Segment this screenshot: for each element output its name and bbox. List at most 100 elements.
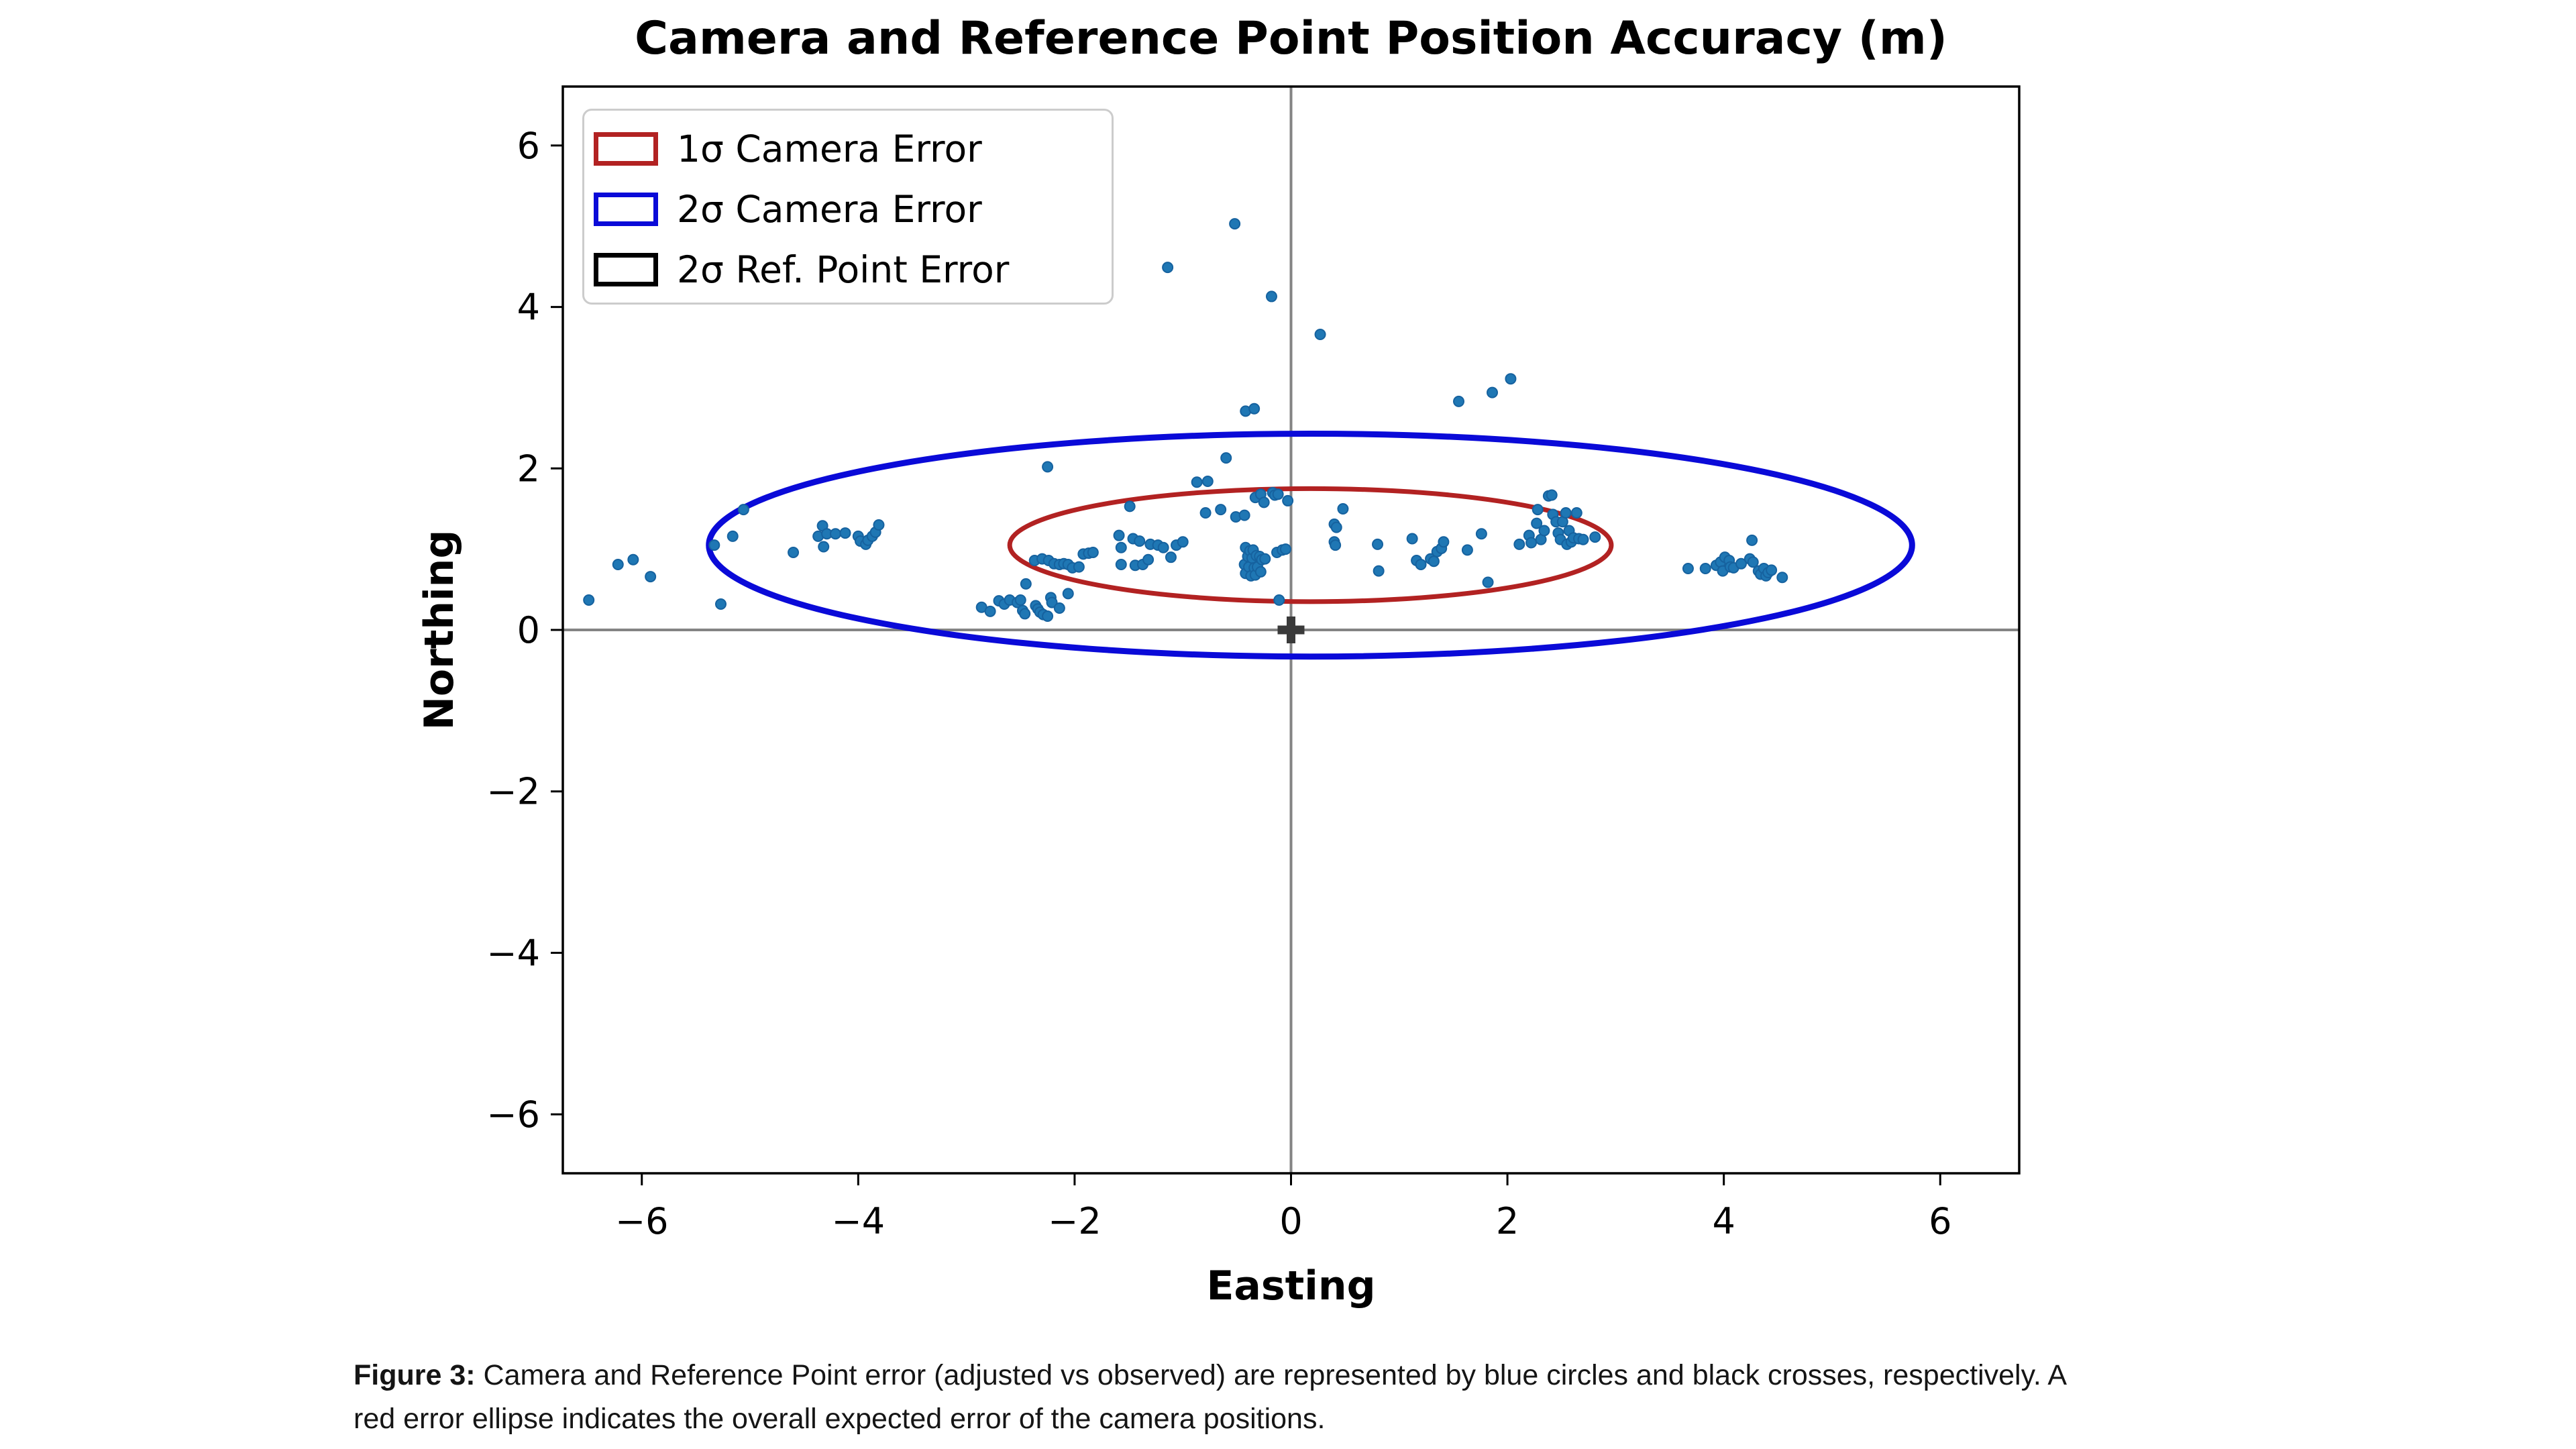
- data-point: [1461, 544, 1473, 556]
- data-point: [1157, 541, 1169, 553]
- x-tick-label: 0: [1279, 1200, 1302, 1242]
- data-point: [645, 571, 657, 583]
- error-ellipse: [706, 431, 1915, 660]
- data-point: [1735, 557, 1747, 570]
- data-point: [1073, 561, 1085, 573]
- data-point: [1265, 290, 1277, 303]
- data-point: [1525, 537, 1538, 549]
- data-point: [1475, 528, 1487, 540]
- data-point: [1014, 594, 1026, 606]
- data-point: [1746, 534, 1758, 546]
- data-point: [1560, 506, 1572, 519]
- data-point: [583, 594, 595, 606]
- data-point: [1042, 610, 1054, 623]
- data-point: [627, 553, 639, 566]
- data-point: [1165, 551, 1177, 564]
- data-point: [1115, 541, 1127, 553]
- data-point: [1087, 546, 1099, 558]
- data-point: [873, 519, 885, 531]
- data-point: [1142, 553, 1155, 566]
- black-ellipse-swatch-icon: [594, 253, 658, 286]
- data-point: [1113, 529, 1125, 541]
- data-point: [1273, 594, 1285, 606]
- data-point: [1428, 555, 1440, 568]
- data-point: [1415, 559, 1427, 571]
- data-point: [839, 527, 851, 539]
- data-point: [1453, 395, 1465, 407]
- y-tick-label: −2: [486, 771, 540, 813]
- data-point: [1053, 602, 1065, 614]
- legend-item-1sigma-camera-error: 1σ Camera Error: [594, 119, 1112, 179]
- data-point: [1272, 488, 1284, 500]
- data-point: [1220, 452, 1232, 464]
- data-point: [1766, 564, 1778, 576]
- y-tick-label: 2: [517, 447, 540, 490]
- data-point: [708, 539, 720, 551]
- data-point: [737, 504, 749, 516]
- data-point: [1279, 543, 1291, 555]
- data-point: [1124, 500, 1136, 513]
- x-tick-label: 6: [1929, 1200, 1951, 1242]
- data-point: [829, 528, 841, 540]
- x-tick-label: 2: [1496, 1200, 1519, 1242]
- data-point: [1337, 502, 1349, 515]
- data-point: [1191, 476, 1203, 488]
- data-point: [1372, 538, 1384, 550]
- error-ellipse: [1007, 486, 1614, 604]
- data-point: [1546, 489, 1558, 501]
- data-point: [1258, 496, 1270, 508]
- data-point: [984, 605, 996, 617]
- caption-figure-label: Figure 3:: [354, 1359, 476, 1391]
- data-point: [1062, 588, 1074, 600]
- data-point: [1201, 476, 1214, 488]
- data-point: [1570, 506, 1582, 519]
- data-point: [1513, 538, 1525, 550]
- caption-line-1: Figure 3: Camera and Reference Point err…: [354, 1354, 2299, 1397]
- data-point: [1330, 539, 1342, 551]
- data-point: [1699, 563, 1711, 575]
- data-point: [1020, 578, 1032, 590]
- y-tick-label: 0: [517, 609, 540, 651]
- legend-label: 2σ Camera Error: [677, 188, 982, 231]
- x-tick-label: −6: [615, 1200, 669, 1242]
- data-point: [1229, 218, 1241, 230]
- data-point: [1215, 504, 1227, 516]
- data-point: [1532, 504, 1544, 516]
- data-point: [1776, 572, 1788, 584]
- data-point: [1589, 531, 1601, 543]
- data-point: [1538, 525, 1550, 537]
- x-axis-label: Easting: [1206, 1263, 1376, 1309]
- data-point: [1373, 565, 1385, 577]
- data-point: [1019, 608, 1031, 620]
- y-axis-label: Northing: [416, 529, 463, 731]
- data-point: [788, 546, 800, 558]
- data-point: [612, 559, 624, 571]
- data-point: [1330, 521, 1342, 533]
- data-point: [818, 541, 830, 553]
- legend-label: 2σ Ref. Point Error: [677, 248, 1010, 291]
- blue-ellipse-swatch-icon: [594, 193, 658, 226]
- data-point: [1482, 576, 1494, 588]
- legend: 1σ Camera Error 2σ Camera Error 2σ Ref. …: [582, 109, 1114, 305]
- data-point: [1046, 596, 1058, 608]
- data-point: [1487, 386, 1499, 398]
- x-tick-label: −2: [1048, 1200, 1102, 1242]
- data-point: [727, 530, 739, 542]
- caption-line-1-text: Camera and Reference Point error (adjust…: [483, 1359, 2068, 1391]
- data-point: [1115, 559, 1127, 571]
- data-point: [1747, 556, 1759, 568]
- red-ellipse-swatch-icon: [594, 132, 658, 166]
- data-point: [1531, 517, 1543, 529]
- caption-line-2: red error ellipse indicates the overall …: [354, 1403, 1326, 1435]
- data-point: [1314, 328, 1326, 340]
- x-tick-label: −4: [832, 1200, 885, 1242]
- data-point: [1238, 509, 1250, 521]
- data-point: [1254, 566, 1267, 578]
- data-point: [1134, 535, 1146, 547]
- data-point: [1177, 536, 1189, 548]
- chart-title: Camera and Reference Point Position Accu…: [635, 12, 1947, 65]
- data-point: [1162, 262, 1174, 274]
- data-point: [1282, 494, 1294, 506]
- x-tick-label: 4: [1712, 1200, 1735, 1242]
